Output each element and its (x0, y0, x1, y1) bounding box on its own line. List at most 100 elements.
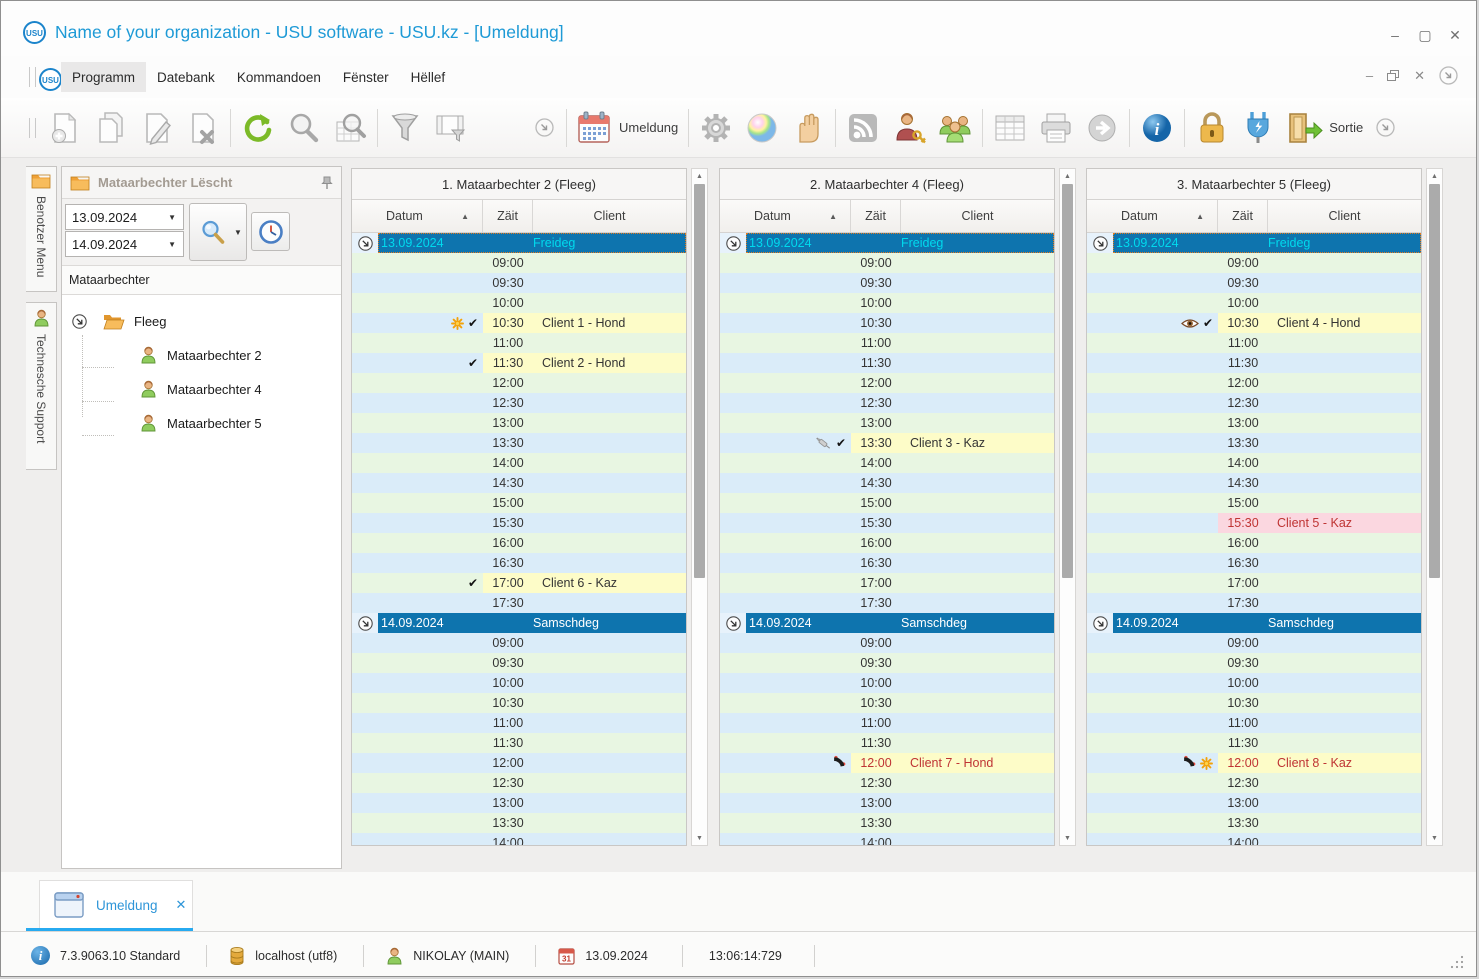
time-slot-row[interactable]: 12:30 (352, 393, 686, 413)
time-slot-row[interactable]: 17:30 (1087, 593, 1421, 613)
date-from-field[interactable]: 13.09.2024 ▼ (65, 204, 184, 230)
feed-button[interactable] (840, 104, 886, 152)
time-slot-row[interactable]: 09:00 (1087, 633, 1421, 653)
mdi-restore-button[interactable] (1387, 69, 1400, 82)
time-slot-row[interactable]: 10:30 (352, 693, 686, 713)
appointment-row[interactable]: 12:00 Client 8 - Kaz (1087, 753, 1421, 773)
date-row[interactable]: 14.09.2024 Samschdeg (1087, 613, 1421, 633)
window-minimize-button[interactable]: – (1391, 27, 1399, 43)
scroll-up-icon[interactable]: ▲ (696, 172, 703, 180)
time-slot-row[interactable]: 10:00 (1087, 673, 1421, 693)
time-slot-row[interactable]: 15:00 (1087, 493, 1421, 513)
time-slot-row[interactable]: 10:30 (720, 313, 1054, 333)
sidebar-search-button[interactable]: ▼ (189, 203, 247, 261)
menu-grip[interactable] (29, 67, 36, 87)
sidebar-clock-button[interactable] (251, 212, 290, 251)
schedule-scrollbar[interactable]: ▲ ▼ (691, 168, 708, 846)
time-slot-row[interactable]: 15:30 (720, 513, 1054, 533)
exit-button[interactable] (1281, 104, 1327, 152)
time-slot-row[interactable]: 13:30 (352, 433, 686, 453)
connection-button[interactable] (1235, 104, 1281, 152)
access-rights-button[interactable] (886, 104, 932, 152)
menu-item-datebank[interactable]: Datebank (157, 69, 215, 85)
expand-row-icon[interactable] (357, 615, 373, 631)
time-slot-row[interactable]: 13:30 (1087, 813, 1421, 833)
time-slot-row[interactable]: 11:00 (352, 713, 686, 733)
tree-employee-item[interactable]: Mataarbechter 2 (62, 343, 341, 367)
time-slot-row[interactable]: 14:30 (1087, 473, 1421, 493)
table-view-button[interactable] (987, 104, 1033, 152)
time-slot-row[interactable]: 13:00 (720, 413, 1054, 433)
time-slot-row[interactable]: 12:00 (720, 373, 1054, 393)
lock-button[interactable] (1189, 104, 1235, 152)
column-header-datum[interactable]: Datum ▲ (1087, 200, 1218, 232)
column-header-client[interactable]: Client (1328, 209, 1361, 223)
time-slot-row[interactable]: 16:30 (720, 553, 1054, 573)
scroll-up-icon[interactable]: ▲ (1064, 172, 1071, 180)
time-slot-row[interactable]: 17:00 (720, 573, 1054, 593)
filter-panel-button[interactable] (428, 104, 474, 152)
scroll-up-icon[interactable]: ▲ (1431, 172, 1438, 180)
time-slot-row[interactable]: 14:00 (352, 833, 686, 845)
time-slot-row[interactable]: 17:30 (352, 593, 686, 613)
search-button[interactable] (281, 104, 327, 152)
edit-record-button[interactable] (134, 104, 180, 152)
info-button[interactable]: i (1134, 104, 1180, 152)
time-slot-row[interactable]: 14:00 (352, 453, 686, 473)
time-slot-row[interactable]: 13:00 (352, 413, 686, 433)
time-slot-row[interactable]: 09:30 (720, 653, 1054, 673)
dock-tab-benotzer-menu[interactable]: Benotzer Menu (26, 166, 57, 292)
scrollbar-thumb[interactable] (1429, 184, 1440, 578)
time-slot-row[interactable]: 09:00 (352, 253, 686, 273)
date-to-field[interactable]: 14.09.2024 ▼ (65, 231, 184, 257)
menu-item-fënster[interactable]: Fënster (342, 69, 389, 85)
delete-record-button[interactable] (180, 104, 226, 152)
time-slot-row[interactable]: 10:00 (720, 673, 1054, 693)
tree-group-fleeg[interactable]: Fleeg (62, 309, 341, 333)
search-grid-button[interactable] (327, 104, 373, 152)
time-slot-row[interactable]: 09:30 (1087, 273, 1421, 293)
expand-row-icon[interactable] (725, 615, 741, 631)
time-slot-row[interactable]: 14:00 (720, 833, 1054, 845)
print-button[interactable] (1033, 104, 1079, 152)
time-slot-row[interactable]: 11:00 (720, 333, 1054, 353)
column-header-client[interactable]: Client (593, 209, 626, 223)
expand-icon[interactable] (72, 313, 87, 329)
time-slot-row[interactable]: 11:00 (1087, 333, 1421, 353)
time-slot-row[interactable]: 11:00 (1087, 713, 1421, 733)
time-slot-row[interactable]: 09:00 (352, 633, 686, 653)
tab-umeldung[interactable]: Umeldung ✕ (39, 880, 193, 929)
time-slot-row[interactable]: 12:30 (352, 773, 686, 793)
time-slot-row[interactable]: 16:00 (720, 533, 1054, 553)
time-slot-row[interactable]: 09:30 (352, 653, 686, 673)
time-slot-row[interactable]: 11:30 (720, 353, 1054, 373)
time-slot-row[interactable]: 15:00 (720, 493, 1054, 513)
time-slot-row[interactable]: 09:00 (720, 253, 1054, 273)
chevron-down-icon[interactable]: ▼ (168, 239, 176, 249)
time-slot-row[interactable]: 12:30 (1087, 773, 1421, 793)
expand-row-icon[interactable] (1092, 615, 1108, 631)
column-header-datum[interactable]: Datum ▲ (352, 200, 483, 232)
users-button[interactable] (932, 104, 978, 152)
date-row[interactable]: 13.09.2024 Freideg (1087, 233, 1421, 253)
column-header-datum[interactable]: Datum ▲ (720, 200, 851, 232)
time-slot-row[interactable]: 13:00 (1087, 793, 1421, 813)
scrollbar-thumb[interactable] (1062, 184, 1073, 578)
appointment-row[interactable]: ✔ 10:30 Client 1 - Hond (352, 313, 686, 333)
umeldung-button-label[interactable]: Umeldung (619, 120, 679, 135)
column-header-zait[interactable]: Zäit (483, 200, 533, 232)
time-slot-row[interactable]: 16:00 (352, 533, 686, 553)
time-slot-row[interactable]: 13:30 (352, 813, 686, 833)
time-slot-row[interactable]: 14:30 (352, 473, 686, 493)
chevron-down-icon[interactable]: ▼ (234, 227, 242, 237)
window-maximize-button[interactable]: ▢ (1418, 26, 1432, 43)
time-slot-row[interactable]: 16:30 (352, 553, 686, 573)
time-slot-row[interactable]: 10:00 (1087, 293, 1421, 313)
settings-button[interactable] (693, 104, 739, 152)
scrollbar-thumb[interactable] (694, 184, 705, 578)
time-slot-row[interactable]: 10:00 (720, 293, 1054, 313)
copy-record-button[interactable] (88, 104, 134, 152)
toolbar-grip[interactable] (29, 117, 36, 138)
chevron-down-icon[interactable]: ▼ (168, 212, 176, 222)
appointment-row[interactable]: 15:30 Client 5 - Kaz (1087, 513, 1421, 533)
